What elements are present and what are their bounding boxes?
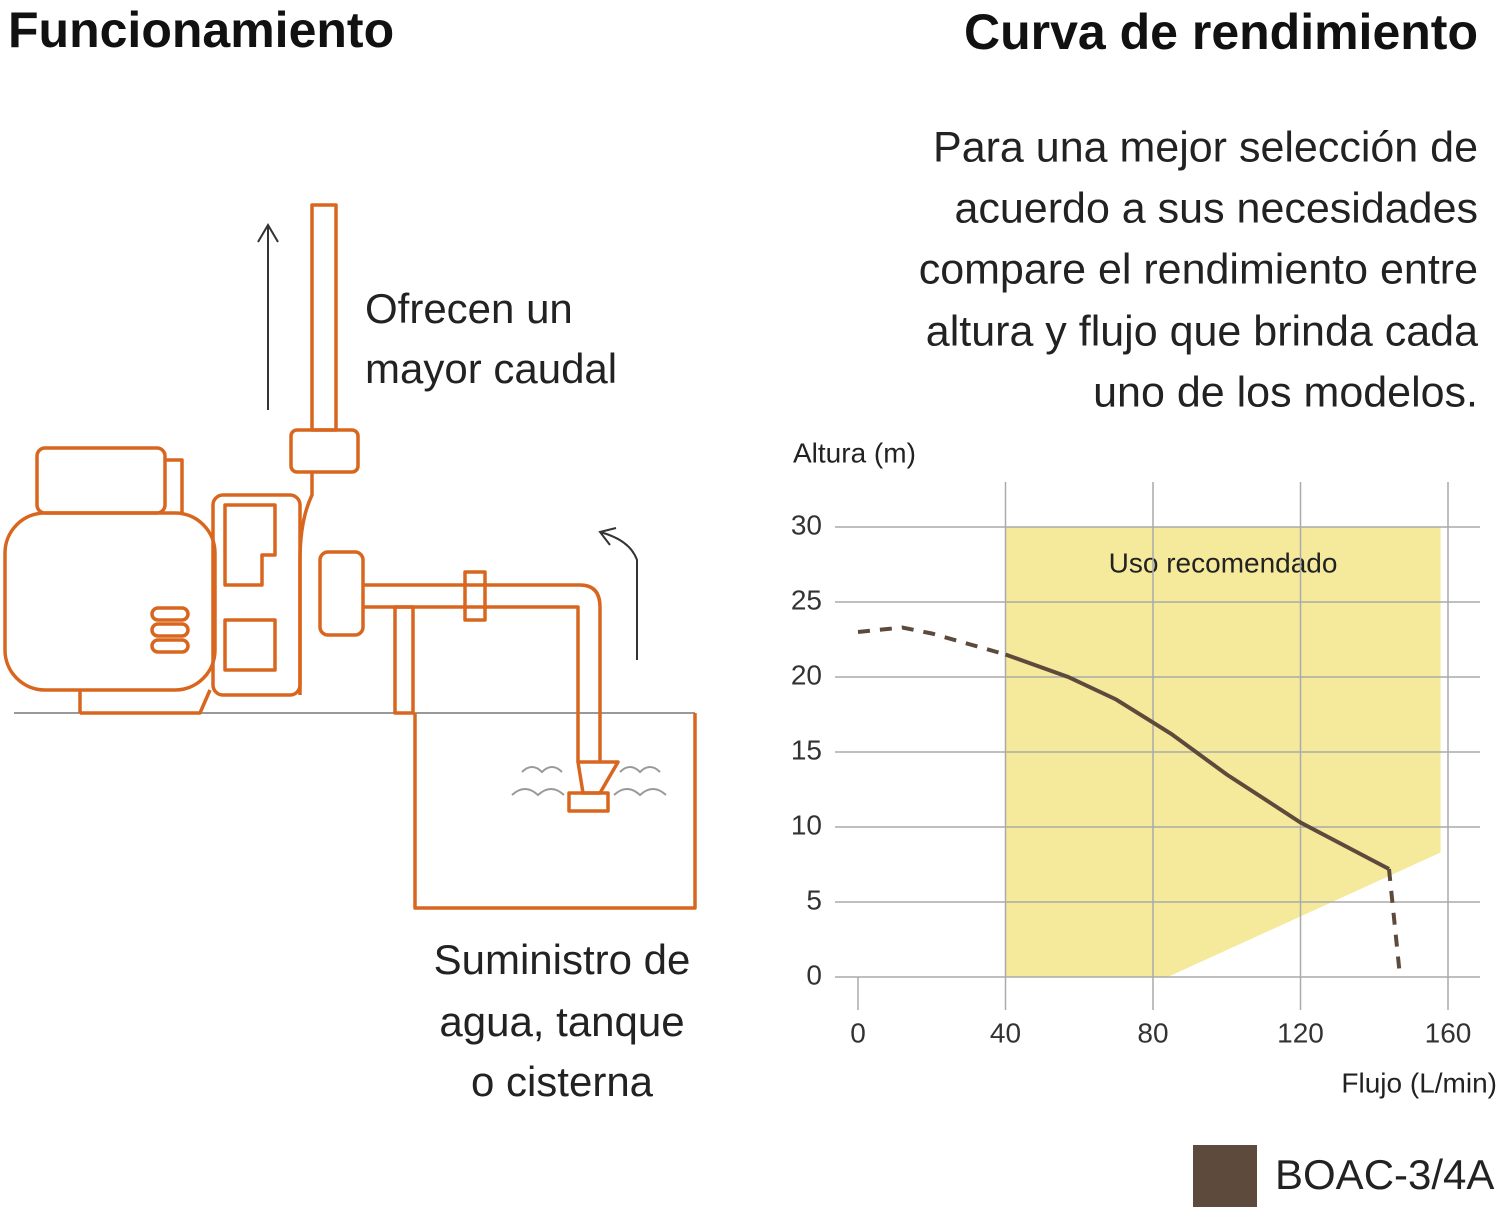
legend-swatch	[1193, 1145, 1257, 1207]
callout-text: Ofrecen un	[365, 285, 573, 332]
x-tick-label: 160	[1425, 1017, 1472, 1048]
supply-text: Suministro de	[434, 936, 691, 983]
y-tick-label: 20	[791, 659, 822, 690]
pump-diagram	[3, 203, 697, 910]
supply-text: agua, tanque	[439, 998, 684, 1045]
x-tick-label: 80	[1137, 1017, 1168, 1048]
callout-text: mayor caudal	[365, 345, 617, 392]
supply-text: o cisterna	[471, 1058, 654, 1105]
description: compare el rendimiento entre	[919, 245, 1478, 293]
y-tick-label: 15	[791, 734, 822, 765]
legend-label: BOAC-3/4A	[1275, 1151, 1494, 1198]
series-line	[857, 625, 1007, 657]
y-tick-label: 5	[806, 884, 822, 915]
right-title: Curva de rendimiento	[964, 4, 1478, 60]
y-axis-label: Altura (m)	[793, 437, 916, 468]
left-title: Funcionamiento	[8, 2, 394, 58]
y-tick-label: 10	[791, 809, 822, 840]
series-line	[1387, 868, 1403, 978]
y-tick-label: 0	[806, 959, 822, 990]
chart: Uso recomendado 0 5 10 15 20 25 30 0 40 80 120 160 Al…	[791, 437, 1497, 1207]
description: uno de los modelos.	[1093, 368, 1478, 416]
y-tick-label: 30	[791, 509, 822, 540]
y-tick-label: 25	[791, 584, 822, 615]
description: altura y flujo que brinda cada	[926, 307, 1478, 355]
x-tick-label: 40	[990, 1017, 1021, 1048]
x-axis-label: Flujo (L/min)	[1341, 1067, 1497, 1098]
description: acuerdo a sus necesidades	[954, 184, 1478, 232]
x-tick-label: 0	[850, 1017, 866, 1048]
description: Para una mejor selección de	[933, 123, 1478, 171]
series-line	[1004, 652, 1390, 871]
x-tick-label: 120	[1277, 1017, 1324, 1048]
region-label: Uso recomendado	[1109, 547, 1338, 578]
